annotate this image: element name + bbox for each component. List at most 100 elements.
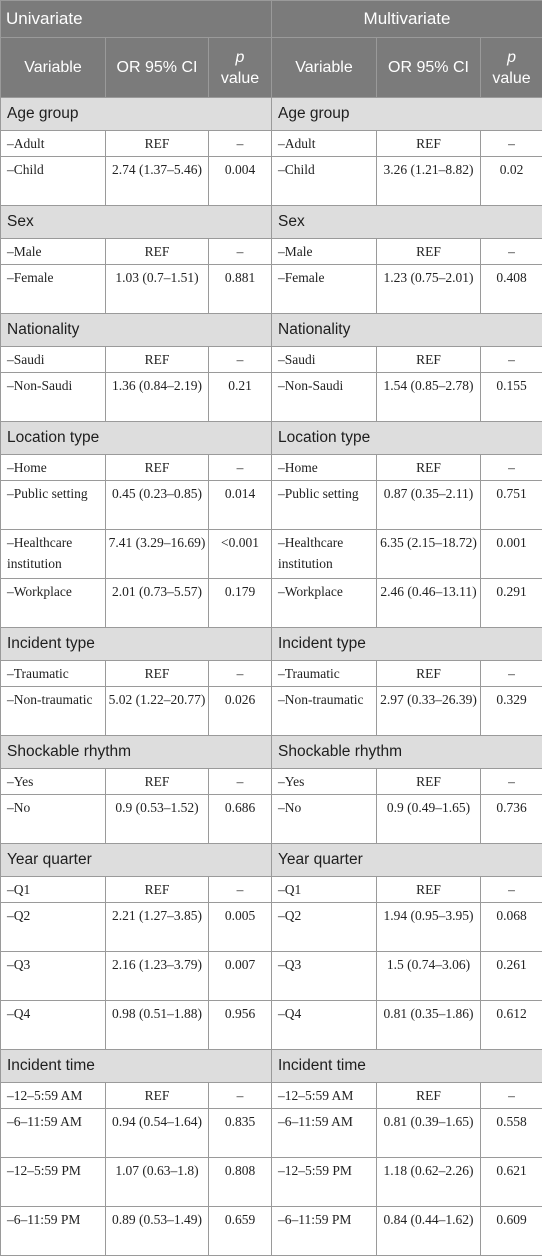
univariate-variable-header: Variable [1, 38, 106, 98]
univariate-variable-cell: –Adult [1, 131, 106, 157]
multivariate-p-cell: 0.558 [481, 1109, 542, 1158]
univariate-variable-cell: –Saudi [1, 347, 106, 373]
univariate-variable-cell: –Traumatic [1, 661, 106, 687]
univariate-or-cell: 1.36 (0.84–2.19) [106, 373, 209, 422]
p-value-label: value [221, 70, 259, 87]
multivariate-p-cell: – [481, 877, 542, 903]
univariate-variable-cell: –12–5:59 PM [1, 1158, 106, 1207]
univariate-variable-cell: –Workplace [1, 579, 106, 628]
univariate-p-cell: 0.808 [209, 1158, 272, 1207]
univariate-p-cell: – [209, 239, 272, 265]
multivariate-p-cell: 0.612 [481, 1001, 542, 1050]
univariate-p-cell: – [209, 347, 272, 373]
univariate-or-cell: REF [106, 239, 209, 265]
p-italic-label: p [507, 49, 516, 66]
multivariate-p-cell: 0.609 [481, 1207, 542, 1256]
multivariate-section-title: Nationality [272, 314, 542, 347]
multivariate-or-cell: 0.87 (0.35–2.11) [377, 481, 481, 530]
multivariate-or-cell: 1.18 (0.62–2.26) [377, 1158, 481, 1207]
multivariate-or-cell: REF [377, 131, 481, 157]
univariate-section-title: Year quarter [1, 844, 272, 877]
multivariate-p-cell: 0.736 [481, 795, 542, 844]
univariate-or-cell: 1.03 (0.7–1.51) [106, 265, 209, 314]
multivariate-variable-cell: –Q2 [272, 903, 377, 952]
univariate-or-cell: 0.9 (0.53–1.52) [106, 795, 209, 844]
univariate-or-cell: 0.94 (0.54–1.64) [106, 1109, 209, 1158]
univariate-or-cell: 0.89 (0.53–1.49) [106, 1207, 209, 1256]
multivariate-or-cell: REF [377, 1083, 481, 1109]
univariate-section-title: Sex [1, 206, 272, 239]
univariate-or-cell: 2.16 (1.23–3.79) [106, 952, 209, 1001]
univariate-p-cell: 0.835 [209, 1109, 272, 1158]
header-group-row: Univariate Multivariate [1, 1, 542, 38]
multivariate-variable-cell: –Child [272, 157, 377, 206]
multivariate-or-cell: 0.9 (0.49–1.65) [377, 795, 481, 844]
multivariate-variable-cell: –Saudi [272, 347, 377, 373]
univariate-variable-cell: –Q3 [1, 952, 106, 1001]
multivariate-or-header: OR 95% CI [377, 38, 481, 98]
multivariate-variable-cell: –Male [272, 239, 377, 265]
multivariate-or-cell: REF [377, 877, 481, 903]
univariate-p-cell: – [209, 455, 272, 481]
multivariate-p-cell: – [481, 1083, 542, 1109]
multivariate-variable-cell: –Female [272, 265, 377, 314]
univariate-or-cell: REF [106, 455, 209, 481]
multivariate-p-cell: – [481, 347, 542, 373]
multivariate-p-cell: 0.751 [481, 481, 542, 530]
univariate-p-cell: 0.004 [209, 157, 272, 206]
multivariate-p-cell: 0.408 [481, 265, 542, 314]
multivariate-variable-cell: –Q4 [272, 1001, 377, 1050]
univariate-variable-cell: –12–5:59 AM [1, 1083, 106, 1109]
multivariate-or-cell: 0.81 (0.35–1.86) [377, 1001, 481, 1050]
multivariate-variable-cell: –Healthcare institution [272, 530, 377, 579]
univariate-or-cell: REF [106, 877, 209, 903]
multivariate-p-cell: 0.02 [481, 157, 542, 206]
univariate-variable-cell: –Q4 [1, 1001, 106, 1050]
univariate-or-cell: REF [106, 769, 209, 795]
multivariate-p-cell: – [481, 661, 542, 687]
univariate-p-cell: – [209, 661, 272, 687]
univariate-or-cell: 2.74 (1.37–5.46) [106, 157, 209, 206]
multivariate-or-cell: 1.5 (0.74–3.06) [377, 952, 481, 1001]
multivariate-or-cell: REF [377, 769, 481, 795]
multivariate-variable-cell: –Adult [272, 131, 377, 157]
univariate-or-cell: 1.07 (0.63–1.8) [106, 1158, 209, 1207]
multivariate-variable-cell: –6–11:59 PM [272, 1207, 377, 1256]
multivariate-section-title: Incident time [272, 1050, 542, 1083]
univariate-or-header: OR 95% CI [106, 38, 209, 98]
univariate-variable-cell: –Non-Saudi [1, 373, 106, 422]
multivariate-p-cell: 0.155 [481, 373, 542, 422]
univariate-variable-cell: –6–11:59 AM [1, 1109, 106, 1158]
multivariate-variable-cell: –Public setting [272, 481, 377, 530]
multivariate-variable-cell: –12–5:59 PM [272, 1158, 377, 1207]
multivariate-or-cell: 1.94 (0.95–3.95) [377, 903, 481, 952]
multivariate-section-title: Incident type [272, 628, 542, 661]
multivariate-variable-cell: –12–5:59 AM [272, 1083, 377, 1109]
multivariate-or-cell: REF [377, 239, 481, 265]
univariate-section-title: Location type [1, 422, 272, 455]
univariate-variable-cell: –Q2 [1, 903, 106, 952]
multivariate-section-title: Shockable rhythm [272, 736, 542, 769]
univariate-variable-cell: –Child [1, 157, 106, 206]
univariate-variable-cell: –Non-traumatic [1, 687, 106, 736]
univariate-or-cell: 0.98 (0.51–1.88) [106, 1001, 209, 1050]
univariate-p-cell: 0.659 [209, 1207, 272, 1256]
multivariate-header: Multivariate [272, 1, 542, 38]
